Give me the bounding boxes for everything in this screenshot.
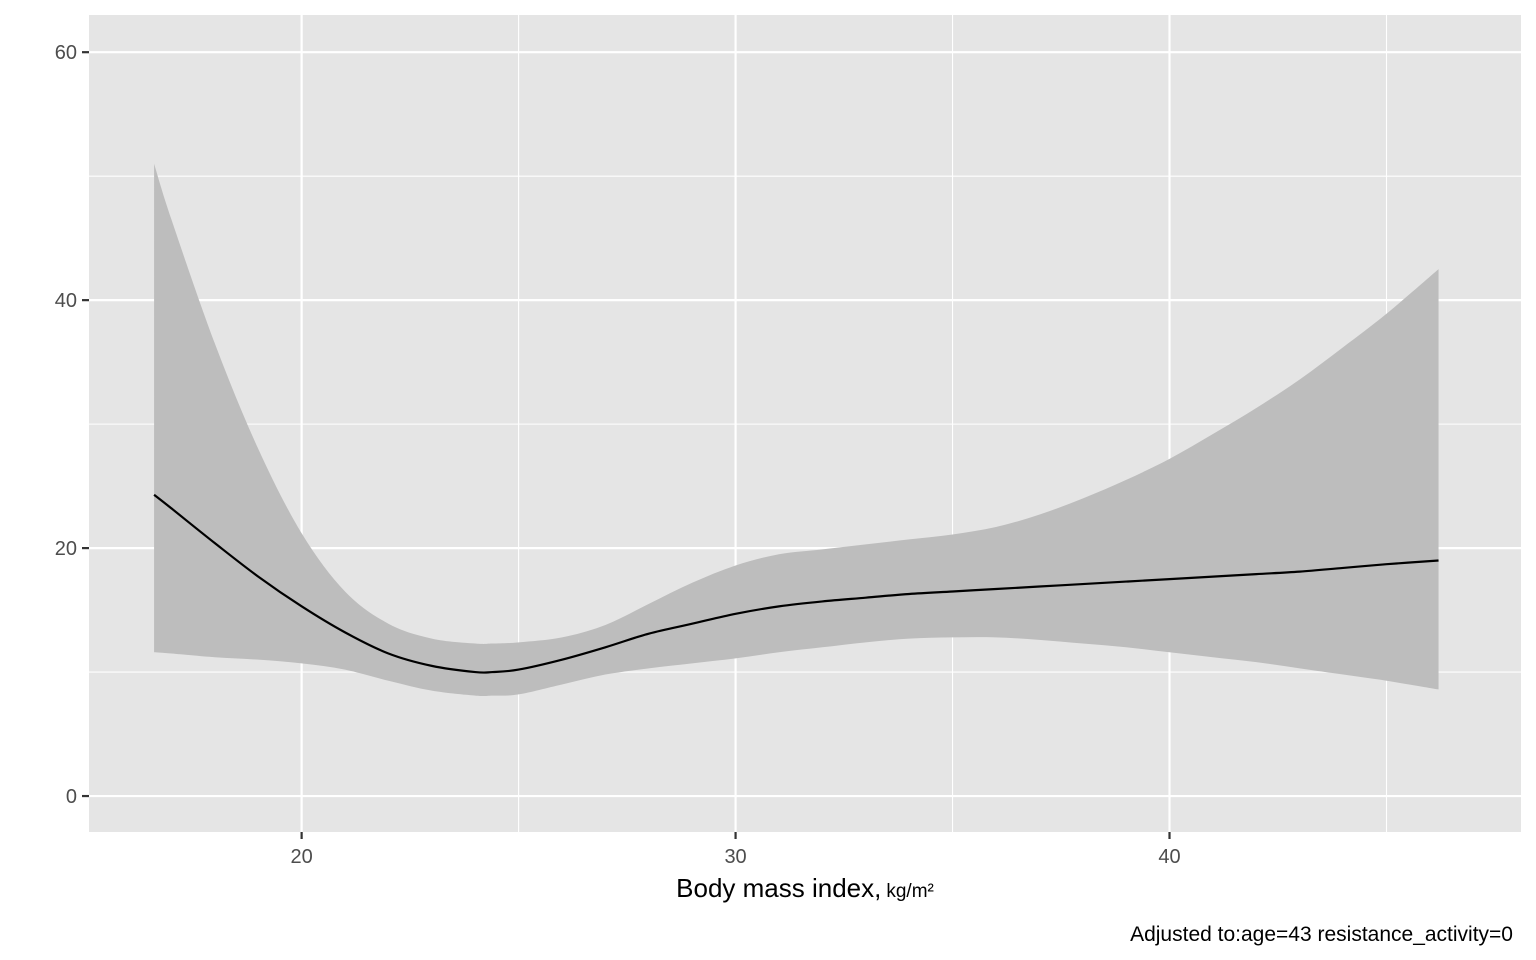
confidence-band [154, 163, 1439, 697]
x-axis-unit: kg/m² [886, 881, 934, 902]
x-tick-label: 20 [291, 846, 313, 868]
y-tick-label: 60 [55, 42, 77, 64]
y-tick-label: 0 [66, 786, 77, 808]
x-axis-title-text: Body mass index, [676, 873, 881, 903]
fit-line [153, 493, 1439, 674]
chart-caption: Adjusted to:age=43 resistance_activity=0 [1130, 923, 1513, 946]
x-tick-label: 30 [724, 846, 746, 868]
y-axis: 0 20 40 60 [55, 42, 89, 808]
x-tick-label: 40 [1158, 846, 1180, 868]
x-axis: 20 30 40 [291, 832, 1181, 868]
y-tick-label: 20 [55, 538, 77, 560]
y-tick-label: 40 [55, 290, 77, 312]
x-axis-title: Body mass index, kg/m² [676, 873, 934, 903]
